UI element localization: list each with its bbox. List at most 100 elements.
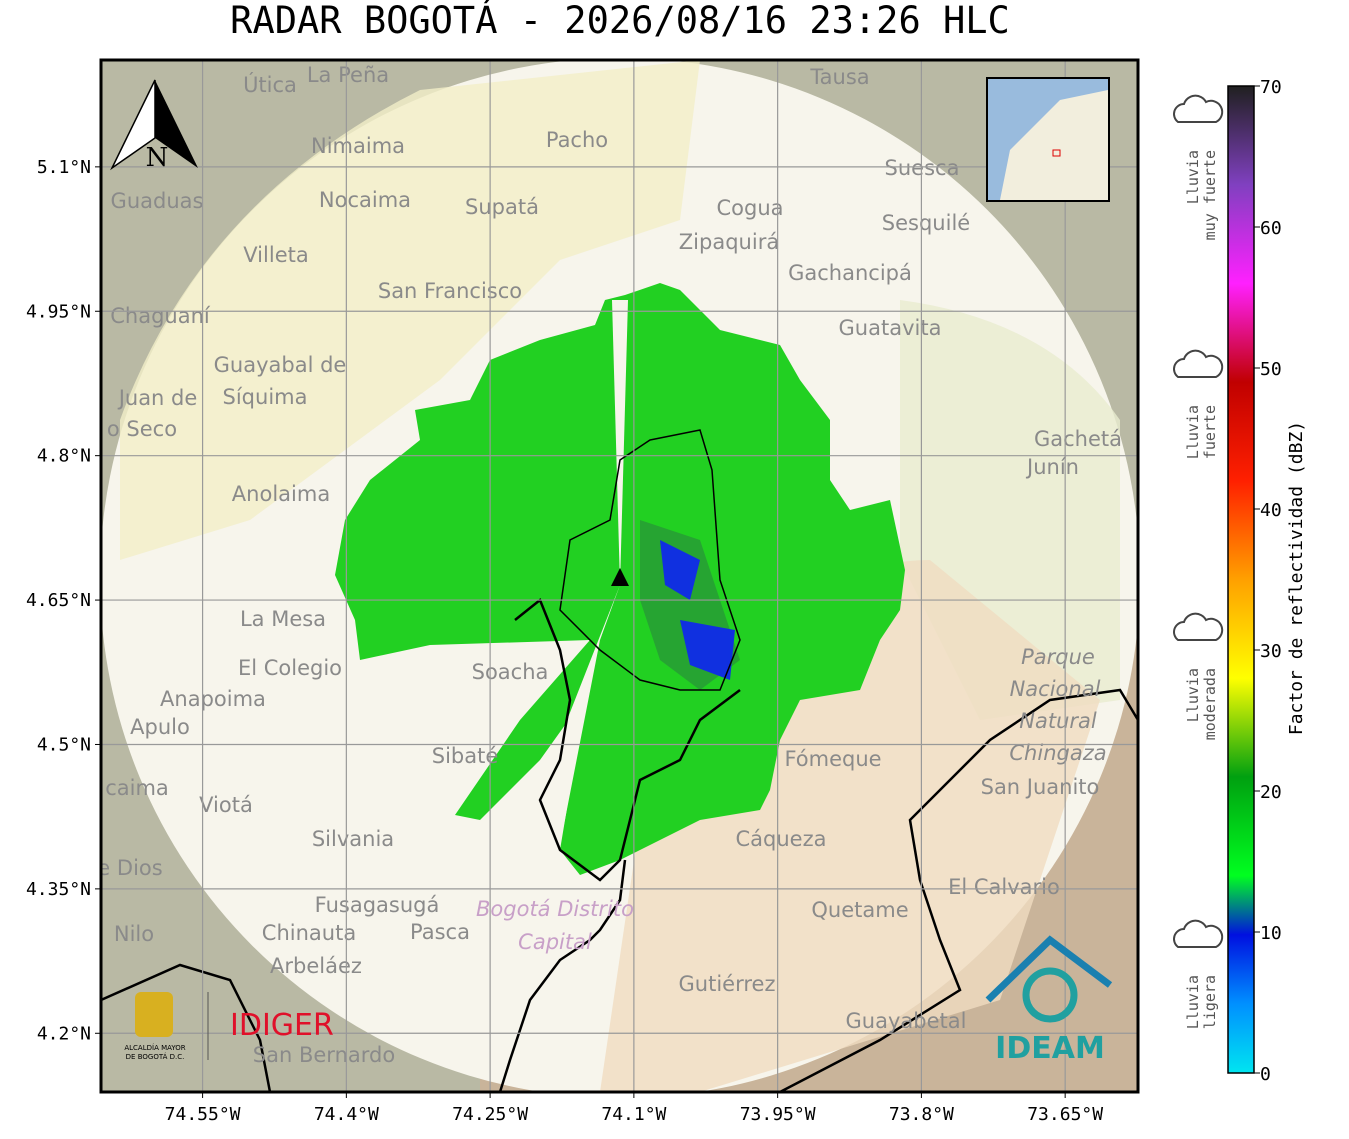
- colorbar-tick-label: 70: [1260, 77, 1282, 98]
- place-label: Apulo: [130, 715, 190, 739]
- logo-ideam: IDEAM: [985, 935, 1113, 1066]
- colorbar-tick-label: 60: [1260, 218, 1282, 239]
- place-label: La Peña: [307, 63, 389, 87]
- radar-site: [611, 568, 629, 586]
- place-label: Chaguaní: [110, 304, 211, 328]
- colorbar-tick-label: 40: [1260, 500, 1282, 521]
- place-label: Junín: [1025, 455, 1079, 479]
- logo-idiger: IDIGER: [230, 1008, 334, 1043]
- colorbar-tick-label: 0: [1260, 1064, 1271, 1085]
- y-tick-label: 5.1°N: [37, 157, 91, 178]
- place-label: Sesquilé: [882, 211, 970, 235]
- x-tick-label: 74.25°W: [452, 1104, 528, 1125]
- colorbar-tick-label: 10: [1260, 923, 1282, 944]
- arrow-right: [155, 80, 198, 168]
- place-label: San Juanito: [981, 775, 1100, 799]
- place-label: San Francisco: [378, 279, 522, 303]
- logo-text: DE BOGOTÁ D.C.: [126, 1052, 185, 1061]
- colorbar-label: Factor de reflectividad (dBZ): [1286, 421, 1307, 735]
- swirl: [1022, 967, 1078, 1023]
- map-frame: [99, 58, 1140, 1094]
- x-tick-label: 73.8°W: [889, 1104, 954, 1125]
- colorbar-ticks: 0 10 20 30 40 50 60 70: [1254, 77, 1282, 1085]
- place-label: Parque: [1021, 645, 1095, 669]
- place-label: Gutiérrez: [679, 972, 776, 996]
- place-label: Gachetá: [1034, 427, 1122, 451]
- category-label: moderada: [1201, 668, 1219, 740]
- place-label: Pasca: [410, 920, 470, 944]
- place-label: Supatá: [465, 195, 539, 219]
- logo-text: ALCALDÍA MAYOR: [124, 1043, 185, 1052]
- place-label: caima: [105, 776, 169, 800]
- place-label: El Calvario: [948, 875, 1060, 899]
- category-label: fuerte: [1201, 405, 1219, 459]
- inset-marker: [1052, 149, 1061, 157]
- place-label: Fusagasugá: [315, 893, 440, 917]
- dept-boundary: [514, 597, 741, 882]
- y-tick-label: 4.65°N: [26, 590, 91, 611]
- colorbar-tick-label: 30: [1260, 641, 1282, 662]
- place-label: Villeta: [243, 243, 308, 267]
- x-tick-label: 74.4°W: [314, 1104, 379, 1125]
- place-label: e Dios: [97, 856, 162, 880]
- x-tick-label: 73.65°W: [1027, 1104, 1103, 1125]
- logo-alcaldia: ALCALDÍA MAYOR DE BOGOTÁ D.C. IDIGER: [124, 992, 334, 1061]
- place-label: Sibaté: [432, 744, 499, 768]
- title: RADAR BOGOTÁ - 2026/08/16 23:26 HLC: [230, 0, 1010, 42]
- place-label: Chinauta: [262, 921, 356, 945]
- place-label: Juan de: [117, 386, 198, 410]
- x-tick-label: 73.95°W: [740, 1104, 816, 1125]
- place-label: Gachancipá: [788, 261, 912, 285]
- cloud-icon: [1173, 94, 1224, 123]
- district-boundary: [559, 429, 741, 691]
- place-label: Útica: [243, 72, 297, 97]
- shield: [135, 992, 173, 1037]
- cloud-icon: [1173, 612, 1224, 641]
- place-label: Soacha: [472, 660, 549, 684]
- dept-boundary: [498, 859, 627, 1092]
- cloud-icon: [1173, 349, 1224, 378]
- radar-gap: [520, 585, 620, 845]
- grid: [101, 60, 1138, 1092]
- place-label: Natural: [1019, 709, 1097, 733]
- place-label: Anolaima: [232, 482, 330, 506]
- dept-boundary: [101, 963, 272, 1092]
- y-tick-label: 4.2°N: [37, 1023, 91, 1044]
- place-label: Nimaima: [311, 134, 405, 158]
- place-label: San Bernardo: [253, 1043, 395, 1067]
- place-label: Bogotá Distrito: [476, 897, 634, 921]
- north-arrow: N: [110, 79, 198, 173]
- dept-boundary: [779, 688, 1138, 1092]
- y-tick-label: 4.95°N: [26, 301, 91, 322]
- category-label: Lluvia: [1184, 975, 1202, 1029]
- place-label: Síquima: [223, 385, 308, 409]
- colorbar-tick-label: 50: [1260, 359, 1282, 380]
- place-label: Quetame: [811, 898, 908, 922]
- y-tick-label: 4.35°N: [26, 879, 91, 900]
- logo-ideam-text: IDEAM: [995, 1031, 1105, 1066]
- map: Útica La Peña Tausa Pacho Nimaima Suesca Guadu…: [97, 60, 1138, 1092]
- place-label: Guaduas: [111, 189, 204, 213]
- place-label: Cáqueza: [736, 827, 827, 851]
- north-label: N: [146, 143, 169, 173]
- place-label: Suesca: [885, 156, 960, 180]
- place-label: El Colegio: [238, 656, 342, 680]
- radar-gap: [612, 300, 628, 585]
- region: [120, 60, 700, 560]
- place-label: Silvania: [312, 827, 394, 851]
- place-label: Guayabal de: [214, 353, 347, 377]
- place-label: Guayabetal: [846, 1009, 967, 1033]
- colorbar-tick-label: 20: [1260, 782, 1282, 803]
- x-tick-label: 74.55°W: [165, 1104, 241, 1125]
- place-label: Fómeque: [784, 747, 881, 771]
- category-label: Lluvia: [1184, 150, 1202, 204]
- place-label: Anapoima: [160, 687, 266, 711]
- colorbar: [1227, 85, 1255, 1074]
- category-label: muy fuerte: [1201, 150, 1219, 240]
- place-label: Capital: [518, 930, 592, 954]
- y-tick-label: 4.5°N: [37, 734, 91, 755]
- category-label: Lluvia: [1184, 668, 1202, 722]
- place-label: Arbeláez: [270, 954, 362, 978]
